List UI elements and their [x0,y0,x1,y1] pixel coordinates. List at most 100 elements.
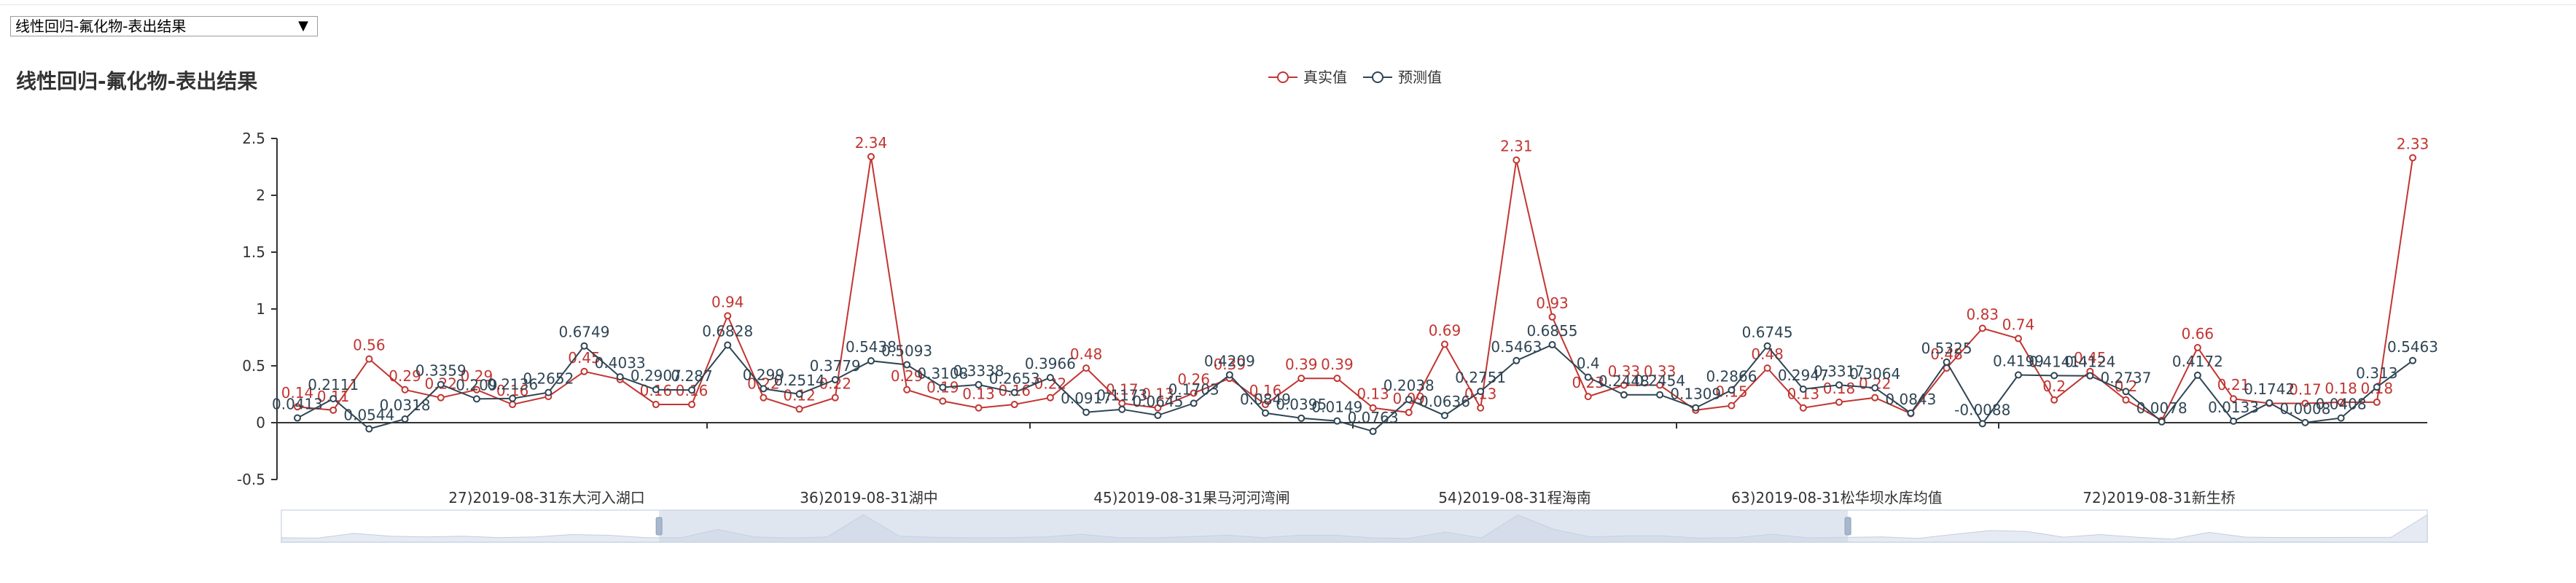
data-label: 0.2653 [989,370,1040,388]
data-point [1190,399,1198,407]
data-label: 2.31 [1500,138,1533,155]
data-point [2050,396,2058,404]
data-label: 0.4209 [1204,352,1255,369]
data-label: 0.2751 [1455,369,1506,386]
data-label: 0.5438 [846,338,897,356]
data-point [1907,409,1915,417]
x-tick-label: 72)2019-08-31新生桥 [2083,489,2235,506]
x-tick-label: 63)2019-08-31松华坝水库均值 [1731,489,1942,506]
data-label: 0.5463 [1491,338,1542,356]
model-select-value: 线性回归-氟化物-表出结果 [15,17,187,35]
data-point [795,390,803,398]
legend-marker-icon[interactable] [1277,71,1289,83]
data-point [831,394,839,402]
legend-label[interactable]: 真实值 [1303,69,1347,86]
data-label: 0.4 [1577,355,1600,372]
data-label: 0.45 [2074,349,2107,367]
data-point [580,342,588,350]
y-tick-label: 2 [256,187,265,204]
data-point [1728,386,1736,394]
data-label: 0.2947 [1778,367,1829,384]
data-point [1010,388,1018,396]
data-label: 0.29 [891,367,924,385]
data-point [2373,383,2381,391]
data-point [1225,371,1233,379]
data-point [760,394,768,402]
legend-label[interactable]: 预测值 [1398,69,1442,86]
data-label: 0.2907 [631,367,682,385]
data-label: 0.13 [1141,386,1174,403]
data-point [1440,340,1448,348]
data-label: 0.56 [353,337,386,354]
data-point [472,395,480,403]
data-zoom-selection[interactable] [659,510,1849,542]
data-point [2230,417,2238,425]
data-label: 0.3359 [415,362,467,380]
data-label: 0.83 [1966,306,1999,324]
data-label: 0.2737 [2101,369,2152,386]
data-label: 0.66 [2182,325,2214,343]
data-point [1262,409,1270,417]
data-point [2301,399,2309,407]
data-point [1440,412,1448,420]
data-label: 0.4141 [2029,353,2080,370]
data-label: 0.18 [2325,380,2357,397]
data-point [688,386,696,394]
data-point [2373,398,2381,406]
data-label: -0.0088 [1954,401,2010,418]
data-point [1763,342,1771,350]
data-point [2193,344,2201,352]
model-select[interactable]: 线性回归-氟化物-表出结果 ▼ [10,16,318,36]
data-label: 0.26 [1177,370,1210,388]
data-label: 0.0149 [1311,399,1362,416]
data-label: 0.5093 [881,343,932,360]
data-point [939,383,947,391]
data-label: 0.2448 [1599,372,1650,390]
data-label: 0.2 [2042,377,2066,395]
x-tick-label: 27)2019-08-31东大河入湖口 [448,489,644,506]
data-point [294,403,301,411]
data-label: 0.0636 [1419,393,1470,410]
data-point [724,312,732,320]
data-point [903,361,911,369]
data-point [1548,313,1556,321]
legend-marker-icon[interactable] [1372,71,1383,83]
data-label: 0.1742 [2244,380,2295,398]
data-point [329,395,337,403]
data-label: 0.4199 [1993,352,2044,369]
data-point [688,401,696,409]
data-label: 0.2038 [1383,377,1435,394]
data-label: 0.3779 [810,357,861,375]
data-label: 0.6749 [558,324,609,341]
x-tick-label: 45)2019-08-31果马河河湾闸 [1093,489,1289,506]
data-point [365,425,373,433]
data-point [1477,404,1485,412]
y-tick-label: 0.5 [242,357,265,375]
data-point [1190,389,1198,397]
data-point [1584,373,1592,381]
data-label: 0.0544 [343,406,394,423]
data-label: 0.0408 [2316,396,2367,413]
data-label: 0.0849 [1240,391,1291,408]
data-label: 0.93 [1536,294,1569,312]
y-tick-label: 2.5 [242,130,265,147]
data-zoom-end-handle[interactable] [1844,517,1851,536]
data-zoom-start-handle[interactable] [655,517,663,536]
data-label: 0.14 [281,384,314,402]
data-label: 0.74 [2002,316,2035,334]
data-label: 0.2454 [1634,372,1685,390]
data-label: 0.16 [1249,382,1282,399]
data-label: 2.34 [855,134,888,152]
data-label: 0.0917 [1061,390,1112,407]
data-label: 0.0133 [2208,399,2259,416]
data-point [2014,334,2022,343]
data-point [795,405,803,413]
data-point [2122,388,2130,396]
data-point [1978,420,1986,428]
data-point [975,380,983,388]
data-point [1656,381,1664,389]
data-label: 0.209 [456,376,497,394]
data-point [760,385,768,393]
data-point [724,341,732,349]
